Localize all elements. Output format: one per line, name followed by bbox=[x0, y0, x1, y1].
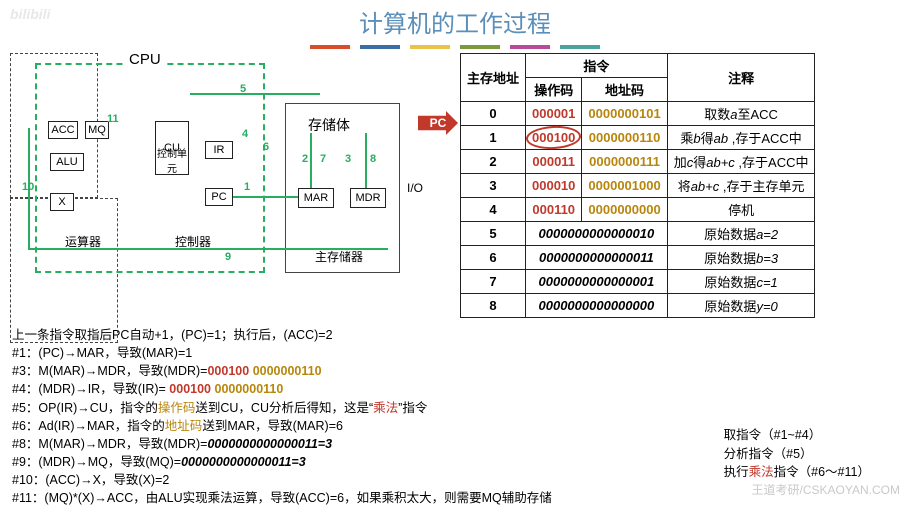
table-row: 30000100000001000将ab+c ,存于主存单元 bbox=[461, 174, 815, 198]
color-swatch bbox=[510, 45, 550, 49]
trace-line: #4：(MDR)→IR，导致(IR)= 000100 0000000110 bbox=[12, 380, 910, 398]
wire-num-8: 8 bbox=[370, 153, 376, 165]
col-opcode: 操作码 bbox=[526, 78, 582, 102]
wire-num-3: 3 bbox=[345, 153, 351, 165]
watermark-top-left: bilibili bbox=[10, 6, 50, 22]
color-swatch bbox=[410, 45, 450, 49]
trace-line: #1：(PC)→MAR，导致(MAR)=1 bbox=[12, 344, 910, 362]
cpu-label: CPU bbox=[125, 51, 165, 68]
table-row: 60000000000000011原始数据b=3 bbox=[461, 246, 815, 270]
mq-box: MQ bbox=[85, 121, 109, 139]
table-row: 70000000000000001原始数据c=1 bbox=[461, 270, 815, 294]
memory-table-wrap: PC 主存地址 指令 注释 操作码 地址码 00000010000000101取… bbox=[460, 53, 815, 318]
table-row: 40001100000000000停机 bbox=[461, 198, 815, 222]
mdr-box: MDR bbox=[350, 188, 386, 208]
wire-num-2: 2 bbox=[302, 153, 308, 165]
ir-box: IR bbox=[205, 141, 233, 159]
trace-line: #5：OP(IR)→CU，指令的操作码送到CU，CU分析后得知，这是“乘法”指令 bbox=[12, 399, 910, 417]
phase-exec: 执行乘法指令（#6～#11） bbox=[724, 463, 870, 482]
main-memory-label: 主存储器 bbox=[315, 248, 363, 265]
color-swatch bbox=[460, 45, 500, 49]
color-swatch bbox=[360, 45, 400, 49]
table-row: 50000000000000010原始数据a=2 bbox=[461, 222, 815, 246]
wire-num-7: 7 bbox=[320, 153, 326, 165]
footer-watermark: 王道考研/CSKAOYAN.COM bbox=[752, 481, 900, 498]
acc-box: ACC bbox=[48, 121, 78, 139]
table-row: 10001000000000110乘b得ab ,存于ACC中 bbox=[461, 126, 815, 150]
table-row: 20000110000000111加c得ab+c ,存于ACC中 bbox=[461, 150, 815, 174]
wire-num-1: 1 bbox=[244, 181, 250, 193]
alu-box: ALU bbox=[50, 153, 84, 171]
wire-num-11: 11 bbox=[107, 113, 119, 125]
memory-label: 存储体 bbox=[308, 115, 350, 135]
wire-num-9: 9 bbox=[225, 251, 231, 263]
wire-num-5: 5 bbox=[240, 83, 246, 95]
phase-fetch: 取指令（#1~#4） bbox=[724, 426, 870, 445]
wire-num-4: 4 bbox=[242, 128, 248, 140]
col-comment: 注释 bbox=[667, 54, 815, 102]
phase-summary: 取指令（#1~#4） 分析指令（#5） 执行乘法指令（#6～#11） bbox=[724, 426, 870, 482]
phase-decode: 分析指令（#5） bbox=[724, 445, 870, 464]
col-instr: 指令 bbox=[526, 54, 668, 78]
col-addr: 主存地址 bbox=[461, 54, 526, 102]
io-label: I/O bbox=[407, 181, 423, 195]
cu-sublabel: 控制单元 bbox=[155, 145, 189, 175]
pc-box: PC bbox=[205, 188, 233, 206]
color-swatch bbox=[310, 45, 350, 49]
page-title: 计算机的工作过程 bbox=[0, 0, 910, 39]
trace-line: #3：M(MAR)→MDR，导致(MDR)=000100 0000000110 bbox=[12, 362, 910, 380]
wire-num-10: 10 bbox=[22, 181, 34, 193]
table-row: 00000010000000101取数a至ACC bbox=[461, 102, 815, 126]
memory-table: 主存地址 指令 注释 操作码 地址码 00000010000000101取数a至… bbox=[460, 53, 815, 318]
col-addrcode: 地址码 bbox=[582, 78, 667, 102]
mar-box: MAR bbox=[298, 188, 334, 208]
wire-num-6: 6 bbox=[263, 141, 269, 153]
color-bar bbox=[0, 45, 910, 49]
trace-intro: 上一条指令取指后PC自动+1，(PC)=1；执行后，(ACC)=2 bbox=[12, 326, 910, 344]
color-swatch bbox=[560, 45, 600, 49]
table-row: 80000000000000000原始数据y=0 bbox=[461, 294, 815, 318]
x-box: X bbox=[50, 193, 74, 211]
cpu-diagram: CPU 存储体 I/O 运算器 控制器 主存储器 ACC MQ ALU X CU… bbox=[10, 53, 430, 283]
